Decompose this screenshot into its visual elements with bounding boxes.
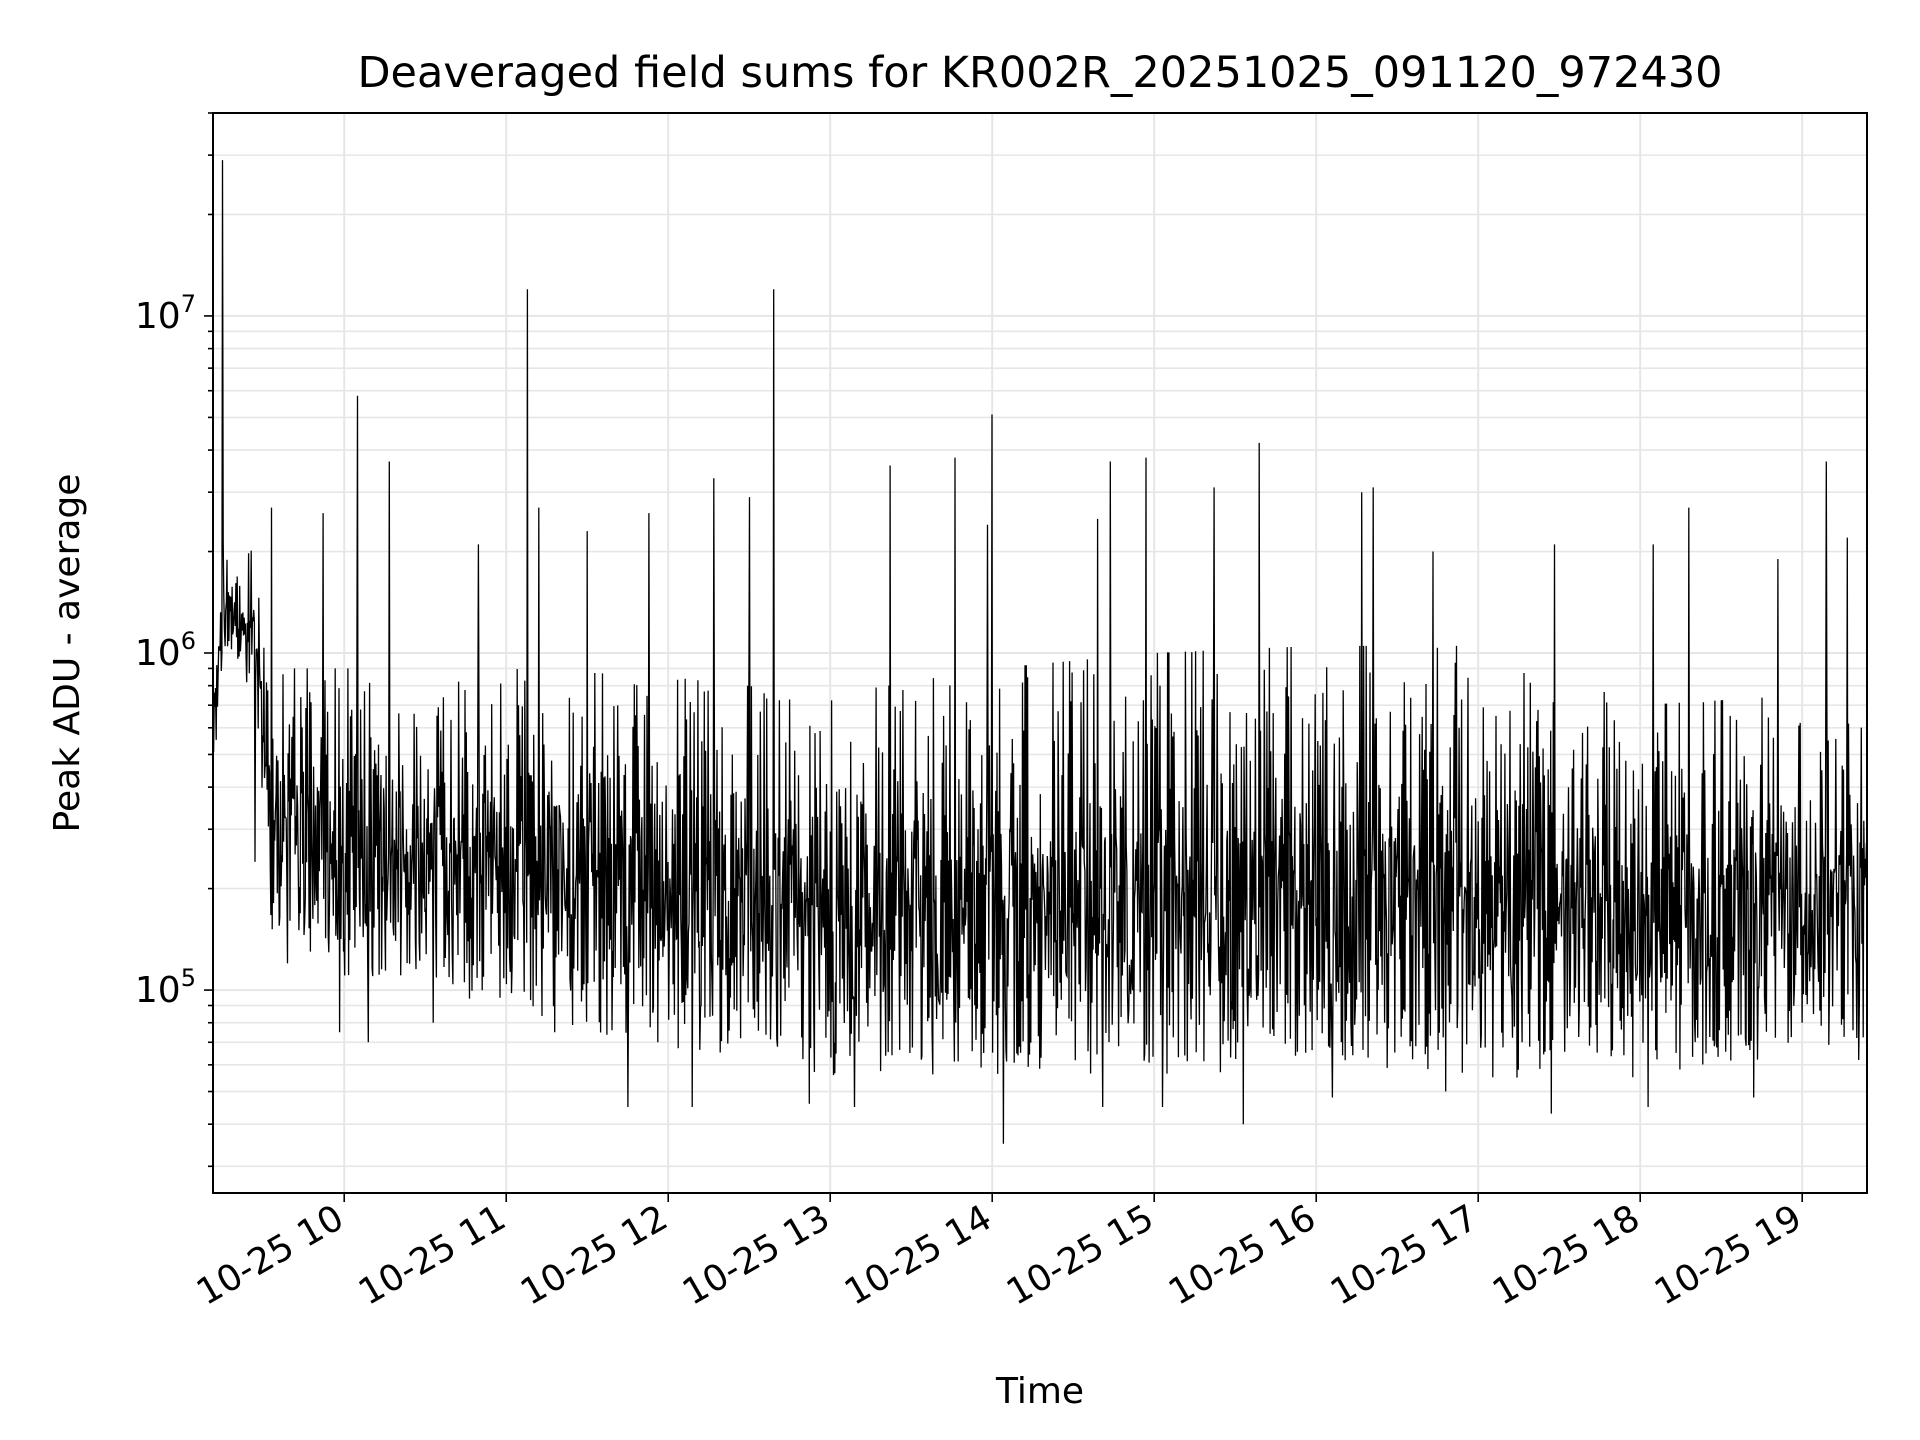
y-tick-label: 105	[135, 964, 196, 1011]
x-axis-label: Time	[995, 1371, 1084, 1412]
chart-title: Deaveraged field sums for KR002R_2025102…	[357, 48, 1722, 98]
y-axis-label: Peak ADU - average	[47, 474, 88, 833]
y-tick-label: 106	[135, 627, 196, 674]
y-tick-label: 107	[135, 290, 196, 337]
series-line	[212, 160, 1868, 1144]
series-layer	[212, 160, 1868, 1144]
